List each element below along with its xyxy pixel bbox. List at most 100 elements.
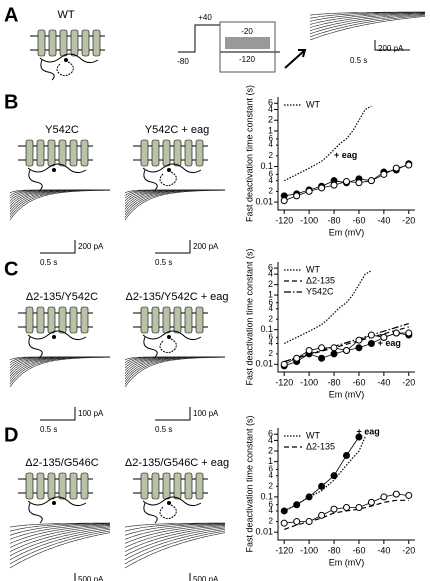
y-tick-label: 6	[268, 262, 273, 272]
y-tick-label: 2	[269, 517, 274, 526]
y-tick-label: 4	[269, 140, 274, 149]
current-trace	[124, 522, 225, 528]
helix	[195, 472, 204, 500]
x-tick-label: -100	[300, 545, 318, 555]
scale-bar	[40, 407, 76, 421]
y-tick-label: 2	[268, 279, 273, 289]
data-point	[330, 344, 338, 352]
helix	[162, 306, 171, 334]
construct-label: Y542C	[45, 124, 79, 136]
data-point	[293, 354, 301, 362]
data-point	[355, 344, 363, 352]
data-point	[305, 347, 313, 355]
current-trace	[124, 530, 226, 565]
current-trace	[9, 527, 111, 556]
protocol-steps	[225, 37, 270, 49]
scale-bar	[374, 40, 410, 51]
x-tick-label: -40	[377, 377, 390, 387]
axes	[277, 428, 415, 541]
current-trace	[124, 190, 225, 221]
scale-label: 0.5 s	[40, 258, 57, 267]
residue	[52, 501, 56, 505]
helix	[81, 29, 90, 57]
current-trace	[124, 523, 226, 540]
terminus	[27, 496, 87, 524]
terminus	[27, 163, 87, 191]
current-trace	[124, 526, 226, 552]
panel-letter: A	[4, 4, 18, 26]
y-tick-label: 2	[268, 115, 273, 125]
axes	[277, 262, 415, 373]
terminus	[142, 496, 202, 524]
x-tick-label: -80	[328, 545, 341, 555]
legend-label: WT	[306, 430, 320, 440]
y-tick-label: 2	[269, 349, 274, 358]
data-point	[305, 493, 313, 501]
data-point	[380, 493, 388, 501]
current-trace	[124, 356, 225, 385]
scale-label: 0.5 s	[350, 56, 367, 65]
protocol-label: -20	[241, 27, 253, 36]
data-point	[405, 491, 413, 499]
scale-label: 200 pA	[78, 242, 104, 251]
series-line	[284, 326, 409, 363]
y-tick-label: 0.1	[260, 491, 273, 501]
legend-label: Y542C	[306, 286, 334, 296]
data-point	[367, 498, 375, 506]
annotation: + eag	[334, 150, 357, 160]
helix	[47, 139, 56, 167]
helix	[36, 306, 45, 334]
x-axis-title: Em (mV)	[329, 227, 365, 237]
helix	[80, 306, 89, 334]
construct-label: WT	[57, 9, 74, 21]
helix	[140, 306, 149, 334]
data-point	[293, 501, 301, 509]
helix	[151, 472, 160, 500]
y-tick-label: 2	[269, 151, 274, 160]
panel-letter: C	[4, 258, 18, 280]
current-trace	[309, 12, 426, 28]
x-tick-label: -20	[402, 545, 415, 555]
terminus	[39, 53, 99, 81]
x-tick-label: -120	[275, 377, 293, 387]
data-point	[392, 329, 400, 337]
scale-label: 100 pA	[78, 409, 104, 418]
y-tick-label: 1	[268, 125, 273, 135]
y-tick-label: 6	[269, 332, 274, 341]
current-trace	[124, 357, 225, 388]
current-trace	[9, 523, 111, 540]
residue	[167, 501, 171, 505]
series-line	[283, 270, 372, 345]
helix	[47, 472, 56, 500]
data-point	[343, 347, 350, 355]
scale-label: 0.5 s	[40, 425, 57, 434]
eag-domain	[159, 504, 177, 520]
y-tick-label: 0.01	[255, 359, 273, 369]
scale-bar	[155, 240, 191, 254]
helix	[36, 139, 45, 167]
helix	[47, 306, 56, 334]
helix	[151, 306, 160, 334]
y-tick-label: 4	[269, 506, 274, 515]
helix	[162, 139, 171, 167]
helix	[58, 306, 67, 334]
y-tick-label: 1	[268, 289, 273, 299]
scale-bar	[40, 240, 76, 254]
current-trace	[124, 525, 226, 548]
residue	[52, 335, 56, 339]
panel-letter: D	[4, 424, 18, 446]
data-point	[392, 490, 400, 498]
x-tick-label: -60	[352, 215, 365, 225]
x-tick-label: -80	[328, 377, 341, 387]
helix	[58, 472, 67, 500]
annotation: + eag	[378, 338, 401, 348]
y-tick-label: 6	[269, 298, 274, 307]
y-tick-label: 0.01	[255, 527, 273, 537]
protocol-label: +40	[198, 13, 212, 22]
current-trace	[124, 527, 226, 556]
scale-bar	[74, 573, 76, 581]
eag-domain	[56, 61, 74, 77]
helix	[151, 139, 160, 167]
eag-domain	[159, 338, 177, 354]
current-trace	[309, 12, 426, 22]
